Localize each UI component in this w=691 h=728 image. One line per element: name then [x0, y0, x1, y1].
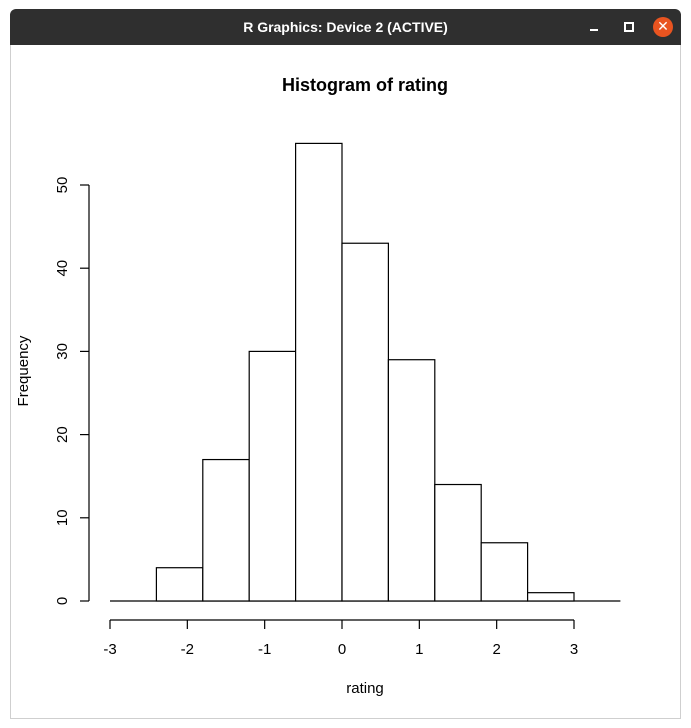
y-tick-label: 40 — [54, 260, 71, 277]
minimize-button[interactable] — [584, 17, 604, 37]
y-tick-label: 20 — [54, 426, 71, 443]
plot-canvas: Histogram of rating rating Frequency -3-… — [10, 45, 681, 719]
x-tick-label: -3 — [103, 641, 116, 658]
maximize-button[interactable] — [619, 17, 639, 37]
y-tick-label: 10 — [54, 509, 71, 526]
histogram-bar — [295, 142, 343, 602]
window-titlebar[interactable]: R Graphics: Device 2 (ACTIVE) ✕ — [10, 9, 681, 45]
x-tick-label: -2 — [181, 641, 194, 658]
y-tick-label: 50 — [54, 177, 71, 194]
x-tick-label: -1 — [258, 641, 271, 658]
x-tick-label: 0 — [338, 641, 346, 658]
histogram-bar — [387, 359, 436, 602]
y-axis: 0 10 20 30 40 50 — [54, 177, 90, 605]
close-button[interactable]: ✕ — [653, 17, 673, 37]
y-axis-label: Frequency — [15, 335, 32, 406]
histogram-bar — [248, 350, 297, 602]
histogram-bar — [434, 483, 482, 602]
x-tick-label: 1 — [415, 641, 423, 658]
x-tick-label: 2 — [492, 641, 500, 658]
window-title: R Graphics: Device 2 (ACTIVE) — [243, 19, 448, 35]
close-icon: ✕ — [657, 19, 669, 35]
minimize-icon — [590, 29, 598, 31]
y-tick-label: 0 — [54, 597, 71, 605]
chart-title: Histogram of rating — [282, 75, 448, 95]
x-axis: -3 -2 -1 0 1 2 3 — [103, 619, 578, 658]
histogram-bar — [341, 242, 390, 602]
histogram-bars — [110, 142, 621, 602]
x-axis-label: rating — [346, 680, 384, 697]
x-tick-label: 3 — [570, 641, 578, 658]
histogram-bar — [155, 567, 204, 602]
histogram-chart: Histogram of rating rating Frequency -3-… — [15, 75, 621, 697]
maximize-icon — [624, 22, 634, 32]
histogram-bar — [480, 542, 529, 602]
y-tick-label: 30 — [54, 343, 71, 360]
histogram-bar — [202, 458, 250, 602]
histogram-bar — [526, 592, 575, 602]
